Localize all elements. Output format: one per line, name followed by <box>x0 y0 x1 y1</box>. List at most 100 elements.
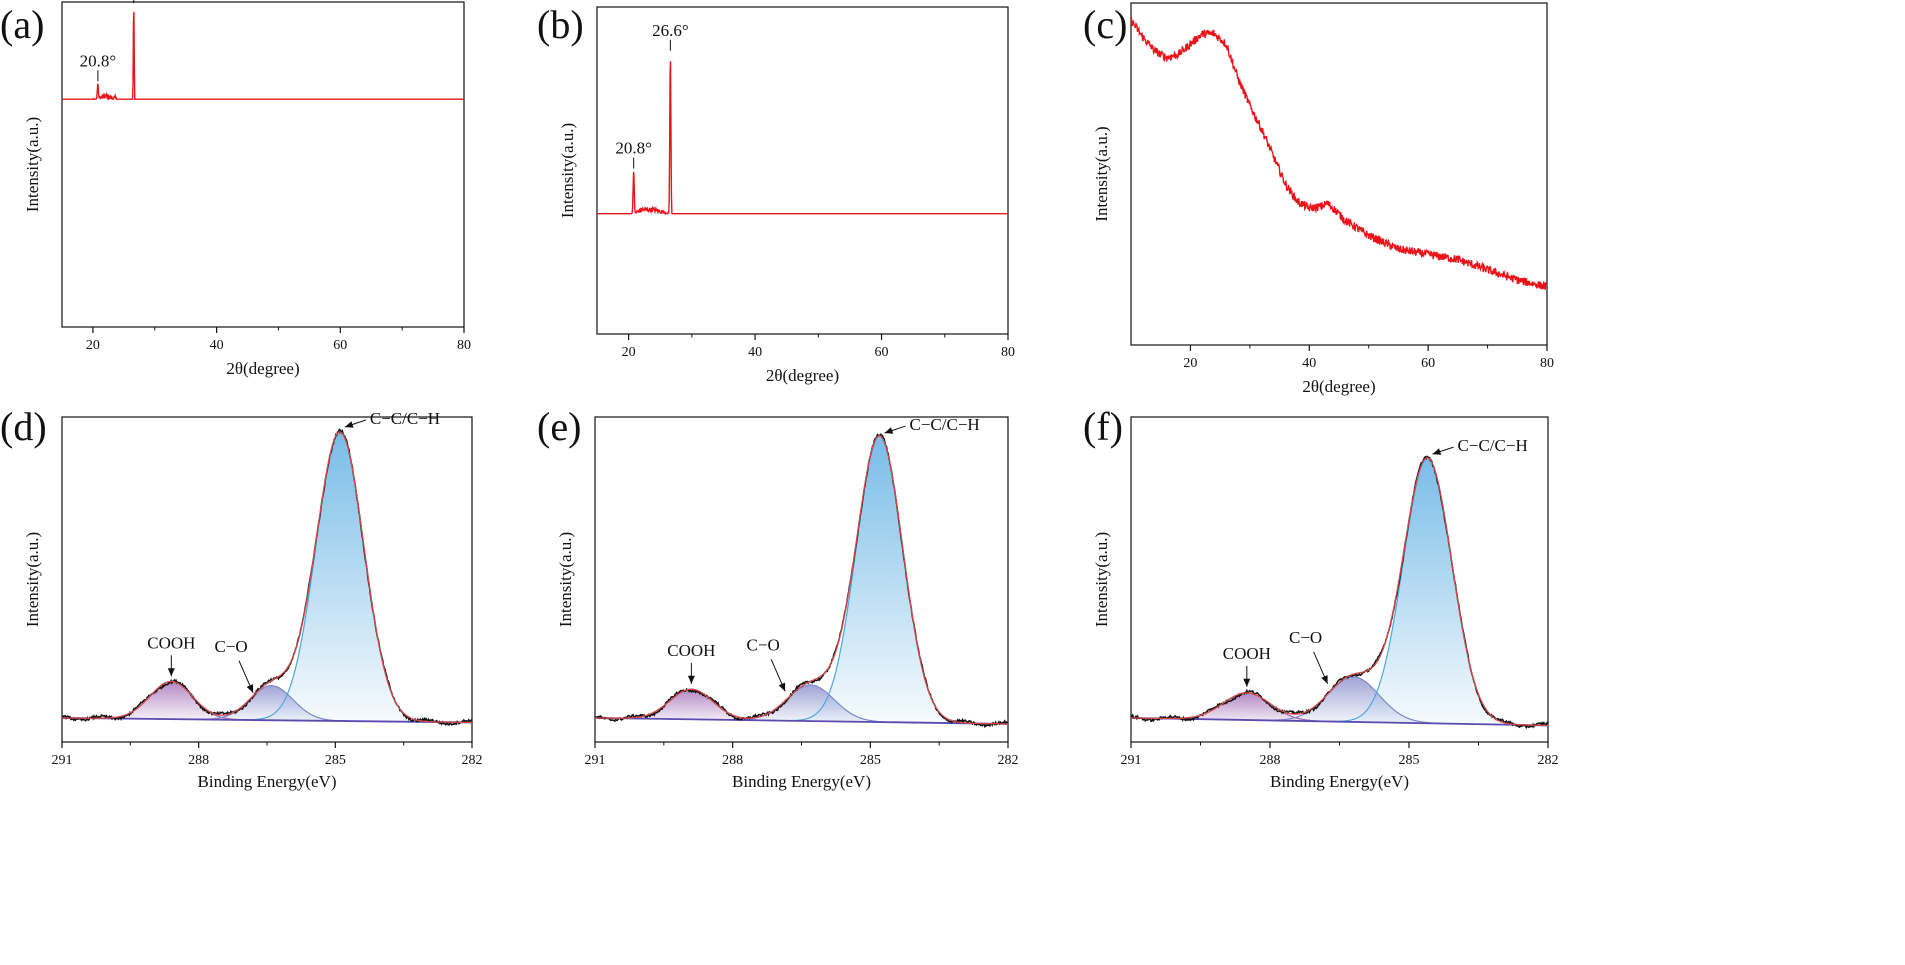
x-tick-label: 40 <box>748 345 762 360</box>
y-axis-label: Intensity(a.u.) <box>23 532 42 627</box>
background-baseline <box>594 717 1009 725</box>
x-tick-label: 80 <box>1540 356 1554 371</box>
annotation-arrowhead <box>344 421 354 428</box>
component-annotation: C−O <box>747 635 786 692</box>
peak-label: 20.8° <box>615 139 652 158</box>
component-fill <box>62 681 472 723</box>
fit-envelope-line <box>1131 457 1548 727</box>
peak-label: 20.8° <box>80 51 117 70</box>
component-annotation: C−C/C−H <box>1432 436 1528 455</box>
panel-c: 20 40 60 80 2θ(degree) Intensity(a.u.) (c) <box>1083 2 1554 396</box>
component-label: C−C/C−H <box>1458 436 1528 455</box>
component-annotation: C−O <box>214 637 254 694</box>
panel-letter: (d) <box>0 404 47 449</box>
x-tick-label: 60 <box>875 345 889 360</box>
component-label: C−C/C−H <box>910 415 980 434</box>
panel-letter: (a) <box>0 2 44 47</box>
panel-b: 20 40 60 80 2θ(degree) Intensity(a.u.) (b) 20.8… <box>537 2 1015 385</box>
x-tick-label: 291 <box>585 753 606 768</box>
annotation-arrowhead <box>687 675 695 684</box>
x-tick-label: 288 <box>722 753 743 768</box>
xrd-series-line <box>597 61 1008 216</box>
peak-annotation: 20.8° <box>80 51 117 82</box>
component-label: COOH <box>147 633 195 652</box>
x-tick-label: 288 <box>1260 753 1281 768</box>
peak-annotation: 26.6° <box>133 0 135 4</box>
component-fill <box>595 684 1008 724</box>
component-label: C−O <box>214 637 247 656</box>
component-line <box>595 435 1008 725</box>
component-annotation: COOH <box>1223 644 1271 687</box>
xrd-series-line <box>1131 16 1547 290</box>
component-label: COOH <box>1223 644 1271 663</box>
x-tick-label: 291 <box>52 753 73 768</box>
x-axis-ticks: 291 288 285 282 <box>1121 742 1559 768</box>
component-fill <box>1131 676 1548 726</box>
panel-e: 291 288 285 282 Binding Energy(eV) Intensity(… <box>537 404 1019 791</box>
component-fill <box>62 685 472 723</box>
x-axis-label: Binding Energy(eV) <box>198 772 337 791</box>
annotation-arrowhead <box>167 668 175 677</box>
x-tick-label: 20 <box>622 345 636 360</box>
panel-f: 291 288 285 282 Binding Energy(eV) Intensity(… <box>1083 404 1559 791</box>
component-fill <box>1131 458 1548 726</box>
component-label: C−O <box>747 635 780 654</box>
x-tick-label: 40 <box>1302 356 1316 371</box>
x-tick-label: 291 <box>1121 753 1142 768</box>
component-annotation: C−C/C−H <box>884 415 980 434</box>
annotation-arrowhead <box>1243 678 1251 687</box>
x-axis-label: Binding Energy(eV) <box>1270 772 1409 791</box>
x-axis-ticks: 291 288 285 282 <box>52 742 483 768</box>
x-tick-label: 60 <box>1421 356 1435 371</box>
x-axis-label: 2θ(degree) <box>1302 377 1375 396</box>
background-baseline <box>1130 717 1549 727</box>
y-axis-label: Intensity(a.u.) <box>1092 126 1111 221</box>
x-tick-label: 20 <box>1183 356 1197 371</box>
component-line <box>62 431 472 724</box>
component-label: C−O <box>1289 628 1322 647</box>
panel-letter: (f) <box>1083 404 1123 449</box>
component-annotation: C−O <box>1289 628 1329 685</box>
panel-a: 20 40 60 80 2θ(degree) Intensity(a.u.) (a) 20.8… <box>0 0 471 378</box>
annotation-arrowhead <box>246 684 254 693</box>
peak-annotation: 20.8° <box>615 139 652 169</box>
panel-letter: (c) <box>1083 2 1127 47</box>
y-axis-label: Intensity(a.u.) <box>558 123 577 218</box>
peak-label: 26.6° <box>652 21 689 40</box>
y-axis-label: Intensity(a.u.) <box>556 532 575 627</box>
component-label: COOH <box>667 641 715 660</box>
x-axis-ticks: 291 288 285 282 <box>585 742 1019 768</box>
annotation-arrowhead <box>1432 448 1442 455</box>
fit-envelope-line <box>595 435 1008 725</box>
x-axis-ticks: 20 40 60 80 <box>1183 345 1554 371</box>
component-annotation: COOH <box>147 633 195 677</box>
component-fill <box>595 689 1008 724</box>
plot-frame <box>596 6 1009 335</box>
x-tick-label: 285 <box>860 753 881 768</box>
y-axis-label: Intensity(a.u.) <box>1092 532 1111 627</box>
x-tick-label: 285 <box>325 753 346 768</box>
x-tick-label: 20 <box>86 338 100 353</box>
annotation-arrowhead <box>778 682 786 692</box>
x-tick-label: 282 <box>998 753 1019 768</box>
x-tick-label: 288 <box>188 753 209 768</box>
fit-envelope-line <box>62 431 472 724</box>
component-annotation: COOH <box>667 641 715 684</box>
annotation-arrowhead <box>1321 675 1328 684</box>
annotation-arrowhead <box>884 427 894 434</box>
x-axis-label: Binding Energy(eV) <box>732 772 871 791</box>
plot-frame <box>61 1 465 328</box>
plot-frame <box>1130 2 1548 346</box>
component-label: C−C/C−H <box>370 409 440 428</box>
y-axis-label: Intensity(a.u.) <box>23 117 42 212</box>
component-fill <box>62 432 472 723</box>
component-fill <box>595 436 1008 724</box>
x-tick-label: 282 <box>1538 753 1559 768</box>
x-axis-ticks: 20 40 60 80 <box>622 334 1015 360</box>
panels-root: 20 40 60 80 2θ(degree) Intensity(a.u.) (a) 20.8… <box>0 0 1559 791</box>
x-tick-label: 80 <box>457 338 471 353</box>
peak-annotation: 26.6° <box>652 21 689 51</box>
x-axis-label: 2θ(degree) <box>226 359 299 378</box>
component-fill <box>1131 692 1548 726</box>
panel-letter: (b) <box>537 2 584 47</box>
